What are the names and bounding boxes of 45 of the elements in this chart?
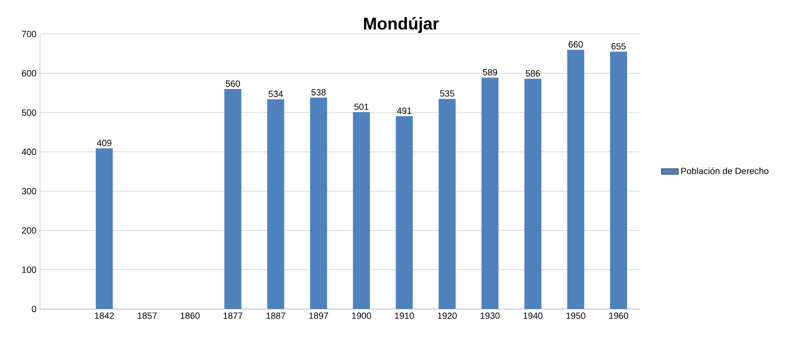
data-label: 660 [568, 41, 583, 48]
x-tick-label: 1930 [480, 312, 500, 319]
x-tick-label: 1842 [95, 312, 114, 319]
bar [610, 52, 628, 309]
y-tick-label: 100 [22, 266, 36, 273]
y-tick-label: 0 [32, 306, 36, 312]
legend-label: Población de Derecho [681, 167, 768, 174]
data-label: 491 [397, 108, 412, 114]
bar [524, 78, 542, 309]
x-tick-label: 1900 [352, 312, 372, 319]
chart-title: Mondújar [364, 17, 439, 33]
x-tick-label: 1887 [266, 312, 286, 319]
bar [352, 112, 370, 309]
y-tick-label: 200 [22, 227, 36, 234]
data-label: 560 [226, 80, 240, 87]
data-label: 501 [354, 104, 368, 110]
bar [438, 98, 456, 309]
x-tick-label: 1857 [138, 312, 157, 319]
bar [482, 78, 499, 309]
x-tick-label: 1910 [395, 312, 414, 319]
bar [396, 116, 413, 309]
data-label: 538 [311, 89, 326, 96]
data-label: 655 [612, 43, 626, 50]
x-tick-label: 1877 [224, 312, 242, 319]
data-label: 409 [97, 140, 112, 146]
x-tick-label: 1940 [524, 312, 542, 319]
bar [310, 98, 328, 309]
bar [267, 99, 284, 309]
bar [567, 50, 584, 309]
bar [224, 89, 242, 309]
x-tick-label: 1920 [438, 312, 457, 319]
y-tick-label: 600 [22, 70, 36, 76]
bar [96, 148, 113, 309]
y-tick-label: 400 [22, 148, 36, 156]
y-tick-label: 700 [22, 30, 36, 38]
y-tick-label: 300 [22, 188, 36, 194]
x-tick-label: 1897 [309, 312, 328, 319]
x-tick-label: 1960 [609, 312, 628, 319]
data-label: 535 [440, 90, 454, 97]
data-label: 534 [268, 90, 283, 98]
data-label: 586 [526, 70, 540, 77]
x-tick-label: 1860 [180, 312, 200, 319]
x-tick-label: 1950 [566, 312, 586, 319]
y-tick-label: 500 [22, 109, 36, 116]
data-label: 589 [482, 69, 498, 76]
